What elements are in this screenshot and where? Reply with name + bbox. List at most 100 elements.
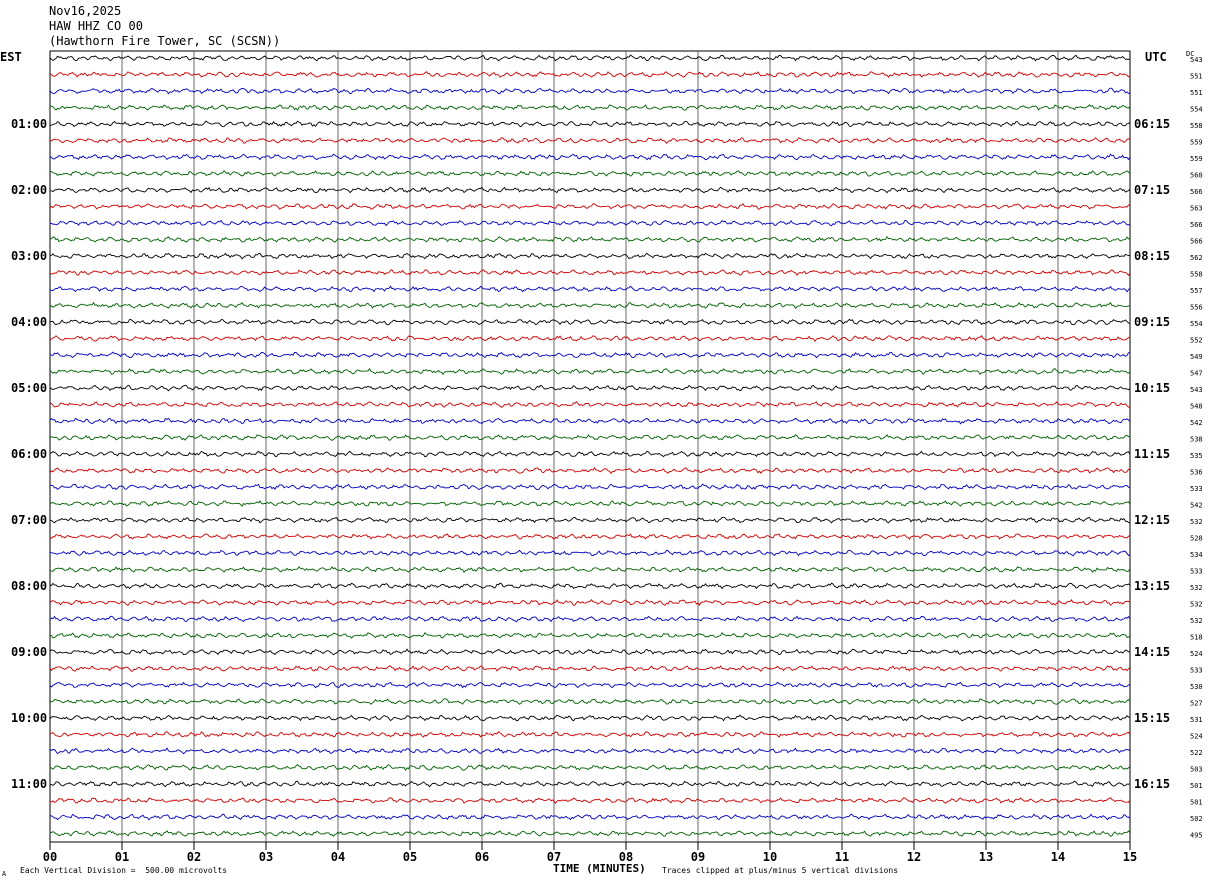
trace-line xyxy=(49,764,1131,772)
dc-offset-label: 532 xyxy=(1190,601,1203,609)
dc-offset-label: 542 xyxy=(1190,419,1203,427)
dc-offset-label: 566 xyxy=(1190,221,1203,229)
x-tick-label: 02 xyxy=(187,850,201,864)
trace-line xyxy=(49,401,1131,408)
right-hour-label: 12:15 xyxy=(1134,513,1170,527)
trace-line xyxy=(49,813,1131,821)
dc-offset-label: 524 xyxy=(1190,733,1203,741)
right-hour-label: 16:15 xyxy=(1134,777,1170,791)
trace-line xyxy=(49,87,1131,95)
dc-offset-label: 522 xyxy=(1190,749,1203,757)
dc-offset-label: 559 xyxy=(1190,155,1203,163)
dc-offset-label: 560 xyxy=(1190,172,1203,180)
dc-offset-label: 533 xyxy=(1190,568,1203,576)
dc-offset-label: 548 xyxy=(1190,403,1203,411)
dc-offset-header: DC xyxy=(1186,50,1195,58)
x-tick-label: 13 xyxy=(979,850,993,864)
x-tick-label: 04 xyxy=(331,850,345,864)
dc-offset-label: 549 xyxy=(1190,353,1203,361)
trace-line xyxy=(49,54,1131,62)
right-hour-label: 15:15 xyxy=(1134,711,1170,725)
trace-line xyxy=(49,351,1131,359)
dc-offset-label: 535 xyxy=(1190,452,1203,460)
left-hour-label: 10:00 xyxy=(11,711,47,725)
trace-line xyxy=(49,318,1131,326)
trace-line xyxy=(49,648,1131,656)
dc-offset-label: 518 xyxy=(1190,634,1203,642)
dc-offset-label: 524 xyxy=(1190,650,1203,658)
dc-offset-label: 542 xyxy=(1190,502,1203,510)
trace-line xyxy=(49,830,1131,838)
dc-offset-label: 558 xyxy=(1190,122,1203,130)
trace-line xyxy=(49,186,1131,194)
dc-offset-label: 563 xyxy=(1190,205,1203,213)
trace-line xyxy=(49,269,1131,277)
dc-offset-label: 559 xyxy=(1190,139,1203,147)
left-hour-label: 06:00 xyxy=(11,447,47,461)
right-hour-label: 06:15 xyxy=(1134,117,1170,131)
dc-offset-label: 557 xyxy=(1190,287,1203,295)
left-hour-label: 11:00 xyxy=(11,777,47,791)
dc-offset-label: 502 xyxy=(1190,815,1203,823)
x-tick-label: 06 xyxy=(475,850,489,864)
trace-line xyxy=(49,582,1131,590)
trace-line xyxy=(49,797,1131,804)
dc-offset-label: 558 xyxy=(1190,271,1203,279)
trace-line xyxy=(49,566,1131,574)
vertical-scale-note: Each Vertical Division = 500.00 microvol… xyxy=(20,866,228,875)
trace-line xyxy=(49,153,1131,161)
dc-offset-label: 562 xyxy=(1190,254,1203,262)
trace-line xyxy=(49,665,1131,673)
trace-line xyxy=(49,533,1131,540)
trace-line xyxy=(49,483,1131,491)
trace-line xyxy=(49,335,1131,343)
left-hour-label: 03:00 xyxy=(11,249,47,263)
dc-offset-label: 527 xyxy=(1190,700,1203,708)
footer-mark: A xyxy=(2,870,7,878)
trace-line xyxy=(49,137,1131,144)
left-hour-label: 01:00 xyxy=(11,117,47,131)
dc-offset-label: 566 xyxy=(1190,188,1203,196)
left-hour-label: 04:00 xyxy=(11,315,47,329)
trace-line xyxy=(49,549,1131,557)
right-hour-label: 11:15 xyxy=(1134,447,1170,461)
dc-offset-label: 551 xyxy=(1190,89,1203,97)
dc-offset-label: 556 xyxy=(1190,304,1203,312)
trace-line xyxy=(49,120,1131,128)
plot-date: Nov16,2025 xyxy=(49,4,122,18)
x-tick-label: 10 xyxy=(763,850,777,864)
left-hour-label: 09:00 xyxy=(11,645,47,659)
x-tick-label: 03 xyxy=(259,850,273,864)
dc-offset-label: 536 xyxy=(1190,469,1203,477)
dc-offset-label: 554 xyxy=(1190,320,1203,328)
left-hour-label: 05:00 xyxy=(11,381,47,395)
right-hour-label: 10:15 xyxy=(1134,381,1170,395)
x-tick-label: 14 xyxy=(1051,850,1065,864)
trace-line xyxy=(49,236,1131,243)
trace-line xyxy=(49,466,1131,475)
station-code: HAW HHZ CO 00 xyxy=(49,19,143,33)
dc-offset-label: 530 xyxy=(1190,683,1203,691)
dc-offset-label: 543 xyxy=(1190,56,1203,64)
trace-line xyxy=(49,598,1131,607)
trace-line xyxy=(49,417,1131,425)
dc-offset-label: 551 xyxy=(1190,73,1203,81)
trace-line xyxy=(49,450,1131,458)
trace-line xyxy=(49,285,1131,293)
right-hour-label: 14:15 xyxy=(1134,645,1170,659)
right-hour-label: 13:15 xyxy=(1134,579,1170,593)
dc-offset-label: 503 xyxy=(1190,766,1203,774)
dc-offset-label: 531 xyxy=(1190,716,1203,724)
trace-line xyxy=(49,516,1131,524)
dc-offset-label: 495 xyxy=(1190,832,1203,840)
trace-line xyxy=(49,780,1131,788)
left-hour-label: 08:00 xyxy=(11,579,47,593)
left-hour-label: 02:00 xyxy=(11,183,47,197)
trace-line xyxy=(49,219,1131,227)
x-tick-label: 01 xyxy=(115,850,129,864)
trace-line xyxy=(49,104,1131,111)
dc-offset-label: 543 xyxy=(1190,386,1203,394)
trace-line xyxy=(49,71,1131,78)
trace-line xyxy=(49,747,1131,755)
